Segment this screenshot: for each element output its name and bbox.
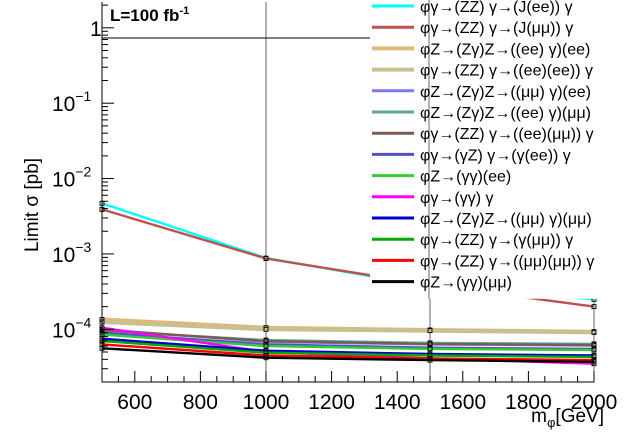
y-tick-label: 10−1 <box>52 88 92 116</box>
y-tick-label: 10−4 <box>52 314 92 342</box>
series-line <box>101 331 595 351</box>
x-tick-label: 600 <box>117 391 152 414</box>
x-tick-label: 2000 <box>571 391 618 414</box>
data-point <box>591 347 597 353</box>
legend-entry: φγ→(ZZ) γ→(J(μμ)) γ <box>420 20 573 37</box>
data-point <box>427 357 433 363</box>
data-point <box>263 256 269 261</box>
data-point <box>263 343 269 349</box>
data-point <box>591 329 597 335</box>
legend-entry: φγ→(ZZ) γ→(J(ee)) γ <box>420 0 573 16</box>
series-line <box>101 347 595 364</box>
axes-layer: 600 800 1000 1200 1400 1600 1800 2000 1 10−1 10−2 1… <box>52 2 617 414</box>
data-point <box>427 328 433 334</box>
legend-entry: φγ→(γZ) γ→(γ(ee)) γ <box>420 147 571 164</box>
series-line <box>101 328 595 347</box>
x-tick-label: 1400 <box>374 391 421 414</box>
series-line <box>101 339 595 359</box>
data-point <box>591 304 597 310</box>
legend-entry: φZ→(Zγ)Z→((ee) γ)(μμ) <box>420 105 591 122</box>
luminosity-annotation: L=100 fb-1 <box>110 5 189 25</box>
data-point <box>591 359 597 365</box>
series-line <box>101 337 595 357</box>
x-axis-title: mφ[GeV] <box>531 406 604 430</box>
y-axis-title: Limit σ [pb] <box>22 158 43 252</box>
x-tick-label: 1600 <box>439 391 486 414</box>
y-tick-label: 1 <box>90 18 102 41</box>
x-tick-label: 1200 <box>308 391 355 414</box>
x-tick-label: 1000 <box>243 391 290 414</box>
legend-box <box>370 0 643 299</box>
y-tick-label: 10−2 <box>52 164 92 192</box>
legend-entry: φZ→(Zγ)Z→((ee) γ)(ee) <box>420 41 590 58</box>
data-point <box>263 326 269 332</box>
x-tick-label: 800 <box>183 391 218 414</box>
x-tick-label: 1800 <box>505 391 552 414</box>
legend-entry: φγ→(γγ) γ <box>420 190 493 207</box>
legend-entry: φZ→(γγ)(ee) <box>420 169 511 186</box>
legend-entry: φγ→(ZZ) γ→((ee)(ee)) γ <box>420 63 593 80</box>
series-line <box>101 320 595 335</box>
data-point <box>427 346 433 352</box>
legend: φγ→(ZZ) γ→(J(ee)) γ φγ→(ZZ) γ→(J(μμ)) γ φZ… <box>370 0 643 299</box>
legend-entry: φγ→(ZZ) γ→((μμ)(μμ)) γ <box>420 253 594 270</box>
legend-entry: φZ→(Zγ)Z→((μμ) γ)(ee) <box>420 84 591 101</box>
data-point <box>263 355 269 361</box>
y-tick-label: 10−3 <box>52 239 92 267</box>
legend-entry: φZ→(Zγ)Z→((μμ) γ)(μμ) <box>420 211 592 228</box>
data-point <box>263 338 269 344</box>
series-line <box>101 343 595 362</box>
legend-entry: φγ→(ZZ) γ→(γ(μμ)) γ <box>420 232 573 249</box>
legend-entry: φγ→(ZZ) γ→((ee)(μμ)) γ <box>420 126 594 143</box>
legend-entry: φZ→(γγ)(μμ) <box>420 275 512 292</box>
